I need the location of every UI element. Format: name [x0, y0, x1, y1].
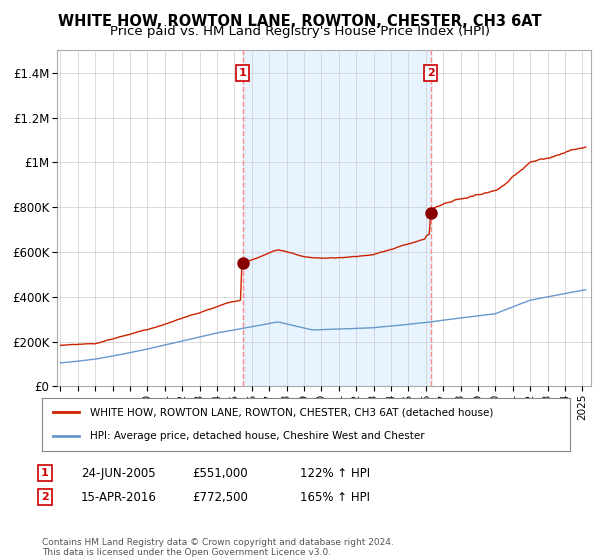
Text: 2: 2: [41, 492, 49, 502]
Text: Contains HM Land Registry data © Crown copyright and database right 2024.
This d: Contains HM Land Registry data © Crown c…: [42, 538, 394, 557]
Text: 1: 1: [239, 68, 247, 78]
Text: WHITE HOW, ROWTON LANE, ROWTON, CHESTER, CH3 6AT: WHITE HOW, ROWTON LANE, ROWTON, CHESTER,…: [58, 14, 542, 29]
Text: Price paid vs. HM Land Registry's House Price Index (HPI): Price paid vs. HM Land Registry's House …: [110, 25, 490, 38]
Text: 15-APR-2016: 15-APR-2016: [81, 491, 157, 504]
Text: WHITE HOW, ROWTON LANE, ROWTON, CHESTER, CH3 6AT (detached house): WHITE HOW, ROWTON LANE, ROWTON, CHESTER,…: [89, 408, 493, 418]
Text: 1: 1: [41, 468, 49, 478]
Text: £551,000: £551,000: [192, 466, 248, 480]
Text: 2: 2: [427, 68, 434, 78]
Text: 24-JUN-2005: 24-JUN-2005: [81, 466, 155, 480]
Text: 165% ↑ HPI: 165% ↑ HPI: [300, 491, 370, 504]
Text: 122% ↑ HPI: 122% ↑ HPI: [300, 466, 370, 480]
Bar: [243, 50, 431, 386]
Text: £772,500: £772,500: [192, 491, 248, 504]
Text: HPI: Average price, detached house, Cheshire West and Chester: HPI: Average price, detached house, Ches…: [89, 431, 424, 441]
